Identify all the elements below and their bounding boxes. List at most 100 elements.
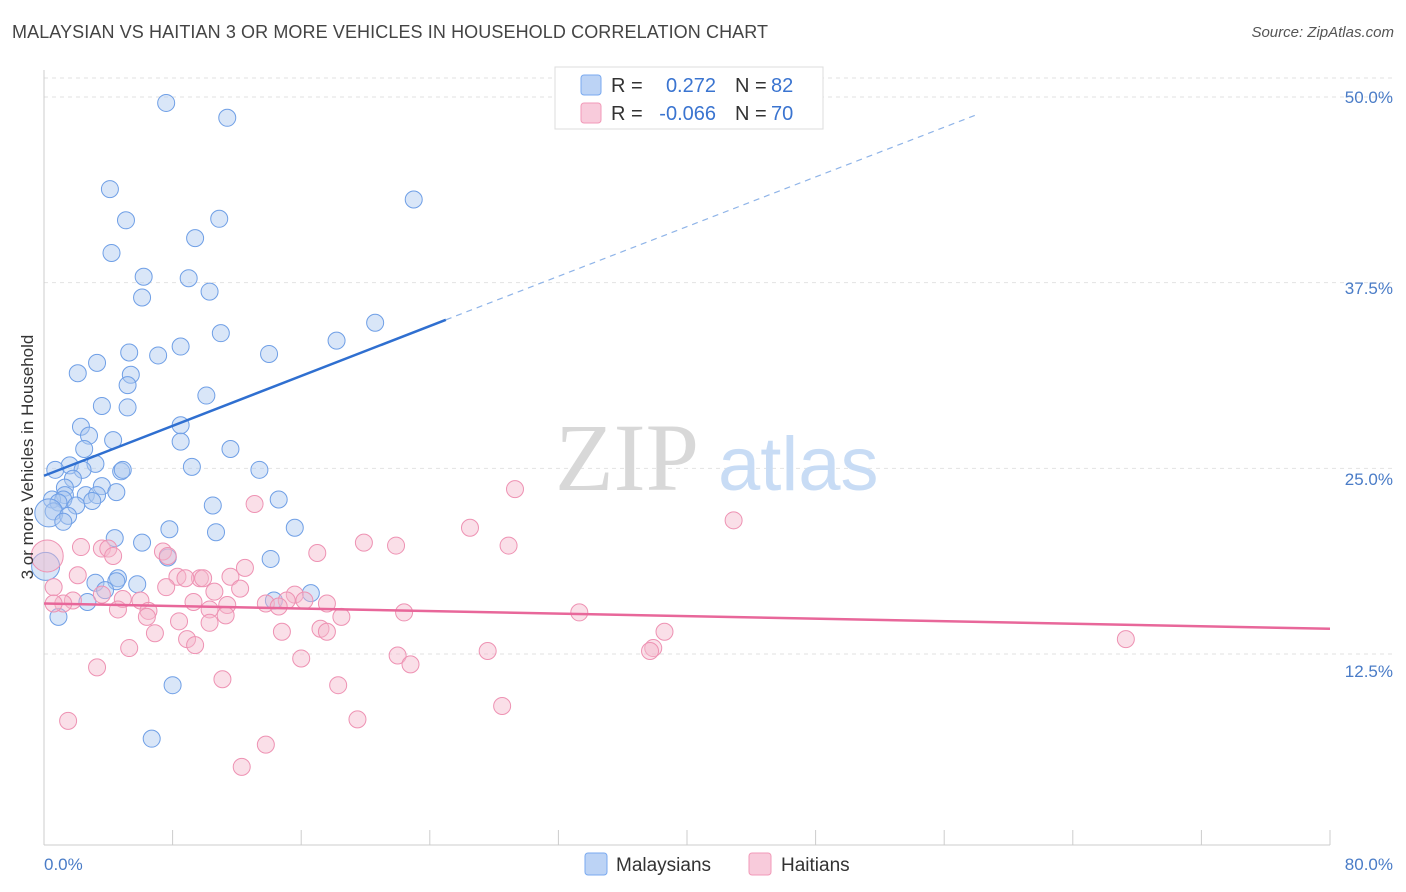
malaysian-point	[171, 432, 190, 451]
malaysian-point	[118, 398, 137, 417]
legend-r-label: R =	[611, 75, 643, 97]
malaysian-point	[105, 529, 124, 548]
series-legend: Malaysians Haitians	[584, 852, 850, 876]
malaysian-point	[404, 190, 423, 209]
haitian-point	[120, 639, 139, 658]
malaysian-point	[102, 243, 121, 262]
y-axis-label: 3 or more Vehicles in Household	[18, 335, 37, 580]
x-ticks	[43, 830, 1331, 845]
haitian-point	[317, 622, 336, 641]
malaysian-point	[120, 343, 139, 362]
x-tick-label-min: 0.0%	[44, 855, 83, 874]
haitian-point	[213, 670, 232, 689]
y-tick-label: 50.0%	[1345, 88, 1393, 107]
haitian-point	[200, 600, 219, 619]
bottom-legend-swatch-malaysians	[584, 852, 608, 876]
malaysian-point	[80, 426, 99, 445]
malaysian-point	[260, 344, 279, 363]
haitian-point	[348, 710, 367, 729]
haitian-point	[205, 582, 224, 601]
haitian-point	[137, 607, 156, 626]
y-tick-label: 12.5%	[1345, 662, 1393, 681]
watermark-atlas: atlas	[718, 422, 879, 507]
malaysian-point	[133, 288, 152, 307]
haitian-point	[68, 566, 87, 585]
haitian-point	[245, 494, 264, 513]
haitians-points	[30, 480, 1135, 776]
haitian-point	[308, 543, 327, 562]
haitian-point	[113, 590, 132, 609]
malaysian-point	[218, 108, 237, 127]
malaysians-points	[31, 93, 423, 748]
haitian-point	[1116, 630, 1135, 649]
malaysians-trend-line	[43, 318, 447, 477]
haitian-point	[295, 591, 314, 610]
malaysian-point	[203, 496, 222, 515]
chart-title: MALAYSIAN VS HAITIAN 3 OR MORE VEHICLES …	[12, 22, 769, 42]
malaysian-point	[197, 386, 216, 405]
legend-swatch-haitians	[580, 102, 602, 124]
bottom-legend-malaysians: Malaysians	[616, 855, 711, 876]
haitian-point	[92, 585, 111, 604]
legend-r-value: 0.272	[666, 75, 716, 97]
haitian-point	[493, 696, 512, 715]
haitian-point	[176, 569, 195, 588]
haitian-point	[44, 578, 63, 597]
malaysian-point	[142, 729, 161, 748]
malaysian-point	[269, 490, 288, 509]
malaysian-point	[285, 518, 304, 537]
haitian-point	[158, 546, 177, 565]
malaysian-point	[366, 313, 385, 332]
haitian-point	[401, 655, 420, 674]
malaysian-point	[59, 506, 78, 525]
malaysian-point	[133, 533, 152, 552]
haitian-point	[655, 622, 674, 641]
haitian-point	[499, 536, 518, 555]
haitian-point	[269, 597, 288, 616]
malaysian-point	[221, 440, 240, 459]
malaysian-point	[68, 364, 87, 383]
malaysian-point	[83, 492, 102, 511]
malaysian-point	[160, 520, 179, 539]
bottom-legend-swatch-haitians	[748, 852, 772, 876]
haitian-point	[231, 579, 250, 598]
malaysian-point	[171, 337, 190, 356]
x-tick-label-max: 80.0%	[1345, 855, 1393, 874]
haitian-point	[332, 607, 351, 626]
malaysian-point	[211, 324, 230, 343]
haitian-point	[387, 536, 406, 555]
malaysian-point	[179, 269, 198, 288]
source-label: Source: ZipAtlas.com	[1251, 24, 1394, 41]
haitian-point	[292, 649, 311, 668]
haitian-point	[641, 642, 660, 661]
trend-lines	[43, 114, 1331, 630]
stats-legend: R = 0.272 N = 82 R = -0.066 N = 70	[554, 66, 824, 130]
haitian-point	[104, 546, 123, 565]
haitian-point	[272, 622, 291, 641]
haitian-point	[395, 603, 414, 622]
malaysian-point	[261, 549, 280, 568]
legend-n-value: 70	[771, 103, 793, 125]
haitian-point	[216, 606, 235, 625]
malaysian-point	[100, 180, 119, 199]
y-tick-label: 37.5%	[1345, 279, 1393, 298]
malaysian-point	[49, 607, 68, 626]
malaysian-point	[301, 584, 320, 603]
malaysian-point	[116, 211, 135, 230]
y-tick-labels: 50.0% 37.5% 25.0% 12.5%	[1345, 88, 1393, 681]
malaysian-point	[327, 331, 346, 350]
malaysian-point	[157, 93, 176, 112]
malaysian-point	[92, 396, 111, 415]
haitian-point	[329, 676, 348, 695]
haitians-trend-line	[43, 602, 1331, 630]
legend-r-value: -0.066	[659, 103, 716, 125]
malaysian-point	[149, 346, 168, 365]
malaysians-trend-extension	[445, 114, 977, 321]
malaysian-point	[121, 365, 140, 384]
bottom-legend-haitians: Haitians	[781, 855, 850, 876]
malaysian-point	[54, 512, 73, 531]
malaysian-point	[207, 523, 226, 542]
haitian-point	[505, 480, 524, 499]
malaysian-point	[186, 229, 205, 248]
